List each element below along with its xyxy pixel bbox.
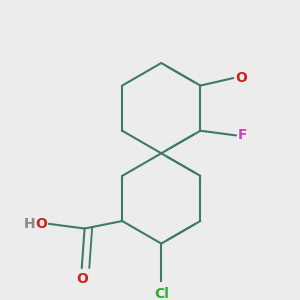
Text: H: H: [24, 217, 36, 231]
Text: O: O: [76, 272, 88, 286]
Text: F: F: [238, 128, 247, 142]
Text: O: O: [35, 217, 47, 231]
Text: O: O: [235, 71, 247, 85]
Text: Cl: Cl: [154, 287, 169, 300]
